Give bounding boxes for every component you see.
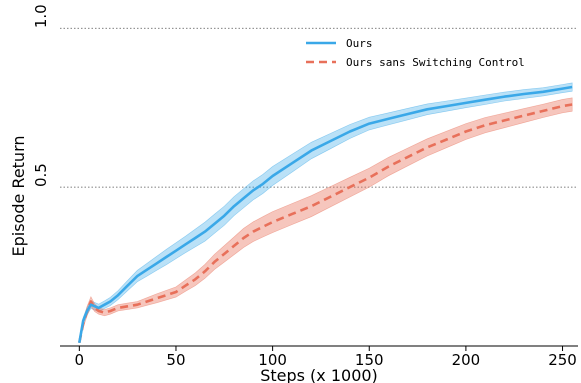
y-axis-label: Episode Return: [9, 135, 28, 256]
x-tick-label-1: 50: [166, 351, 185, 369]
x-tick-label-4: 200: [452, 351, 481, 369]
x-ticks: 0 50 100 150 200 250: [75, 346, 577, 369]
series-lines: [78, 85, 573, 344]
legend: Ours Ours sans Switching Control: [306, 37, 525, 69]
band-series-1: [79, 97, 573, 343]
confidence-bands: [79, 82, 573, 343]
line-series-1: [78, 103, 573, 344]
legend-label-ours: Ours: [346, 37, 373, 50]
grid-lines: [60, 27, 578, 188]
line-series-0: [78, 85, 573, 344]
x-tick-label-2: 100: [258, 351, 287, 369]
legend-label-ours-sans-switching: Ours sans Switching Control: [346, 56, 525, 69]
x-axis-label: Steps (x 1000): [260, 366, 378, 383]
x-tick-label-0: 0: [75, 351, 85, 369]
y-tick-label-1: 1.0: [32, 4, 50, 28]
x-tick-label-3: 150: [355, 351, 384, 369]
x-tick-label-5: 250: [548, 351, 577, 369]
y-tick-label-0: 0.5: [32, 163, 50, 187]
y-ticks: 0.5 1.0: [32, 4, 50, 187]
